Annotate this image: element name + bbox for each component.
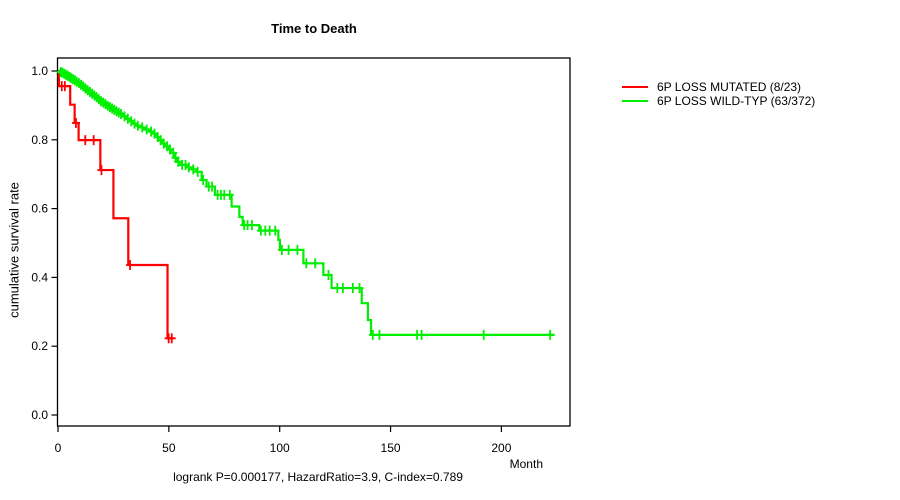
- y-axis-tick-label: 0.6: [31, 202, 48, 216]
- legend-label-mutated: 6P LOSS MUTATED (8/23): [657, 80, 802, 94]
- legend-label-wildtype: 6P LOSS WILD-TYP (63/372): [657, 94, 816, 108]
- y-axis-tick-label: 0.0: [31, 408, 48, 422]
- y-axis-tick-label: 0.2: [31, 339, 48, 353]
- y-axis-tick-label: 0.8: [31, 133, 48, 147]
- legend-item-mutated: 6P LOSS MUTATED (8/23): [622, 80, 815, 94]
- legend-line-mutated-swatch: [622, 85, 648, 89]
- legend: 6P LOSS MUTATED (8/23) 6P LOSS WILD-TYP …: [622, 80, 815, 108]
- x-axis-tick-label: 50: [162, 441, 176, 455]
- x-axis-tick-label: 150: [381, 441, 401, 455]
- legend-line-wildtype-swatch: [622, 99, 648, 103]
- x-axis-tick-label: 200: [491, 441, 511, 455]
- logrank-stats-annotation: logrank P=0.000177, HazardRatio=3.9, C-i…: [173, 470, 463, 484]
- y-axis-title: cumulative survival rate: [6, 182, 22, 318]
- chart-title: Time to Death: [271, 21, 357, 36]
- y-axis-tick-label: 0.4: [31, 270, 48, 284]
- km-curve-wildtype: [58, 69, 555, 336]
- x-axis-tick-label: 100: [270, 441, 290, 455]
- plot-frame: [56, 57, 571, 427]
- y-axis-tick-label: 1.0: [31, 64, 48, 78]
- legend-item-wildtype: 6P LOSS WILD-TYP (63/372): [622, 94, 815, 108]
- x-axis-tick-label: 0: [55, 441, 62, 455]
- x-axis-title: Month: [509, 457, 543, 471]
